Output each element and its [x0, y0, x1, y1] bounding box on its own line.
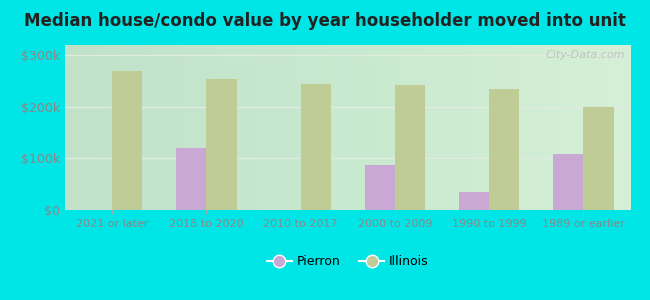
Bar: [584, 107, 614, 210]
Bar: [553, 154, 584, 210]
Bar: [207, 79, 237, 210]
Legend: Pierron, Illinois: Pierron, Illinois: [262, 250, 434, 273]
Bar: [176, 148, 206, 210]
Bar: [300, 84, 331, 210]
Bar: [112, 71, 142, 210]
Bar: [365, 165, 395, 210]
Bar: [489, 89, 519, 210]
Text: City-Data.com: City-Data.com: [545, 50, 625, 60]
Text: Median house/condo value by year householder moved into unit: Median house/condo value by year househo…: [24, 12, 626, 30]
Bar: [395, 85, 425, 210]
Bar: [459, 192, 489, 210]
